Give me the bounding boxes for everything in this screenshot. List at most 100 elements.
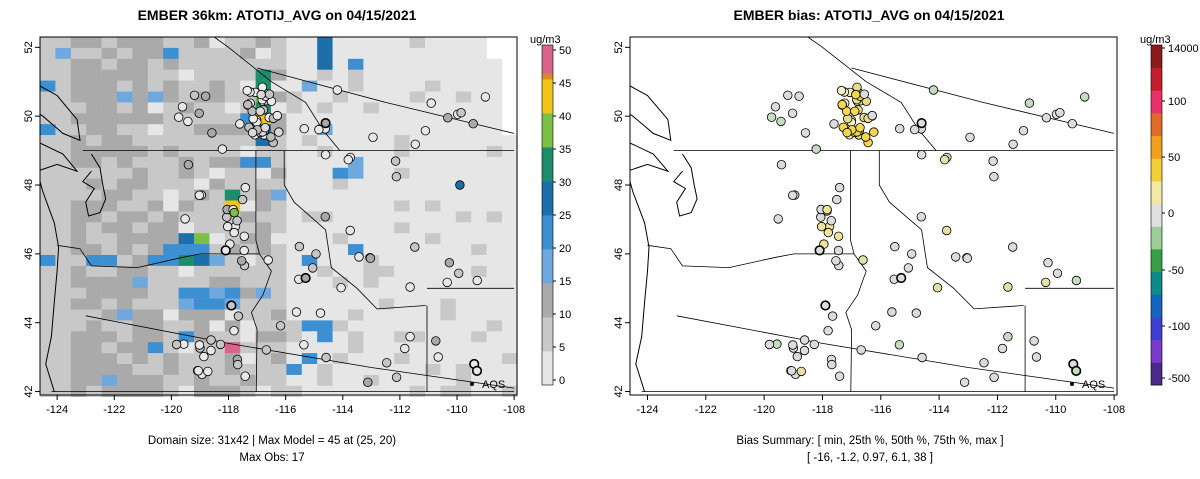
grid-cell bbox=[486, 69, 503, 81]
grid-cell bbox=[348, 353, 364, 365]
colorbar-segment bbox=[542, 305, 553, 312]
grid-cell bbox=[271, 364, 287, 376]
grid-cell bbox=[132, 80, 149, 92]
site-marker bbox=[237, 194, 248, 205]
grid-cell bbox=[502, 146, 518, 158]
grid-cell bbox=[455, 233, 472, 245]
grid-cell bbox=[425, 113, 441, 125]
site-marker bbox=[294, 241, 305, 252]
grid-cell bbox=[163, 47, 179, 60]
grid-cell bbox=[394, 222, 410, 234]
grid-cell bbox=[194, 146, 210, 158]
site-marker bbox=[222, 221, 233, 232]
left-title: EMBER 36km: ATOTIJ_AVG on 04/15/2021 bbox=[138, 7, 417, 23]
grid-cell bbox=[440, 69, 457, 81]
grid-cell bbox=[502, 364, 518, 376]
grid-cell bbox=[471, 309, 487, 321]
grid-cell bbox=[209, 265, 226, 278]
grid-cell bbox=[40, 211, 56, 223]
grid-cell bbox=[301, 156, 318, 169]
grid-cell bbox=[332, 91, 349, 103]
grid-cell bbox=[286, 156, 303, 169]
grid-cell bbox=[394, 189, 410, 201]
bias-marker bbox=[910, 124, 920, 135]
grid-cell bbox=[271, 276, 287, 288]
colorbar-segment bbox=[1151, 135, 1162, 159]
grid-cell bbox=[471, 342, 487, 354]
site-marker bbox=[454, 268, 464, 279]
site-marker bbox=[275, 321, 286, 331]
grid-cell bbox=[425, 298, 441, 310]
left-colorbar-ticks: 0 5 10 15 20 25 30 35 40 45 50 bbox=[553, 45, 571, 387]
grid-cell bbox=[286, 102, 303, 114]
grid-cell bbox=[209, 342, 226, 354]
grid-cell bbox=[502, 255, 518, 267]
grid-cell bbox=[255, 58, 272, 70]
grid-cell bbox=[255, 189, 272, 201]
grid-cell bbox=[55, 113, 72, 125]
grid-cell bbox=[363, 276, 380, 288]
grid-cell bbox=[255, 374, 272, 387]
bias-marker bbox=[837, 99, 847, 110]
grid-cell bbox=[502, 342, 518, 354]
grid-cell bbox=[363, 331, 380, 343]
grid-cell bbox=[486, 244, 503, 256]
x-tick-label: -122 bbox=[103, 404, 125, 416]
grid-cell bbox=[378, 113, 395, 125]
colorbar-segment bbox=[542, 203, 553, 210]
grid-cell bbox=[163, 146, 179, 158]
grid-cell bbox=[486, 58, 503, 70]
grid-cell bbox=[378, 265, 395, 278]
grid-cell bbox=[70, 244, 87, 256]
bias-marker bbox=[833, 245, 844, 256]
site-marker bbox=[200, 91, 211, 101]
grid-cell bbox=[147, 320, 164, 332]
grid-cell bbox=[163, 200, 179, 212]
grid-cell bbox=[163, 178, 179, 190]
grid-cell bbox=[409, 102, 426, 114]
grid-cell bbox=[301, 287, 318, 299]
grid-cell bbox=[101, 47, 118, 60]
grid-cell bbox=[394, 200, 410, 212]
grid-cell bbox=[409, 80, 426, 92]
colorbar-segment bbox=[1151, 113, 1162, 137]
site-marker bbox=[345, 225, 355, 236]
bias-marker bbox=[858, 255, 868, 265]
grid-cell bbox=[255, 353, 272, 365]
grid-cell bbox=[378, 287, 395, 299]
grid-cell bbox=[271, 91, 287, 103]
grid-cell bbox=[240, 298, 256, 310]
grid-cell bbox=[440, 80, 457, 92]
grid-cell bbox=[163, 244, 179, 256]
grid-cell bbox=[409, 58, 426, 70]
colorbar-segment bbox=[542, 243, 553, 250]
bias-marker bbox=[1029, 336, 1039, 346]
grid-cell bbox=[101, 167, 118, 179]
grid-cell bbox=[378, 91, 395, 103]
site-marker bbox=[400, 343, 410, 354]
grid-cell bbox=[394, 244, 410, 256]
grid-cell bbox=[332, 298, 349, 310]
grid-cell bbox=[240, 37, 256, 49]
grid-cell bbox=[301, 374, 318, 387]
grid-cell bbox=[286, 47, 303, 60]
grid-cell bbox=[194, 58, 210, 70]
grid-cell bbox=[301, 244, 318, 256]
grid-cell bbox=[255, 146, 272, 158]
grid-cell bbox=[178, 374, 195, 387]
grid-cell bbox=[117, 287, 133, 299]
grid-cell bbox=[240, 156, 256, 169]
grid-cell bbox=[486, 167, 503, 179]
grid-cell bbox=[86, 47, 102, 60]
grid-cell bbox=[240, 58, 256, 70]
grid-cell bbox=[332, 124, 349, 136]
site-marker bbox=[235, 119, 245, 129]
grid-cell bbox=[86, 80, 102, 92]
grid-cell bbox=[317, 233, 333, 245]
grid-cell bbox=[163, 298, 179, 310]
grid-cell bbox=[224, 156, 241, 169]
grid-cell bbox=[409, 320, 426, 332]
grid-cell bbox=[363, 167, 380, 179]
grid-cell bbox=[101, 124, 118, 136]
grid-cell bbox=[132, 69, 149, 81]
